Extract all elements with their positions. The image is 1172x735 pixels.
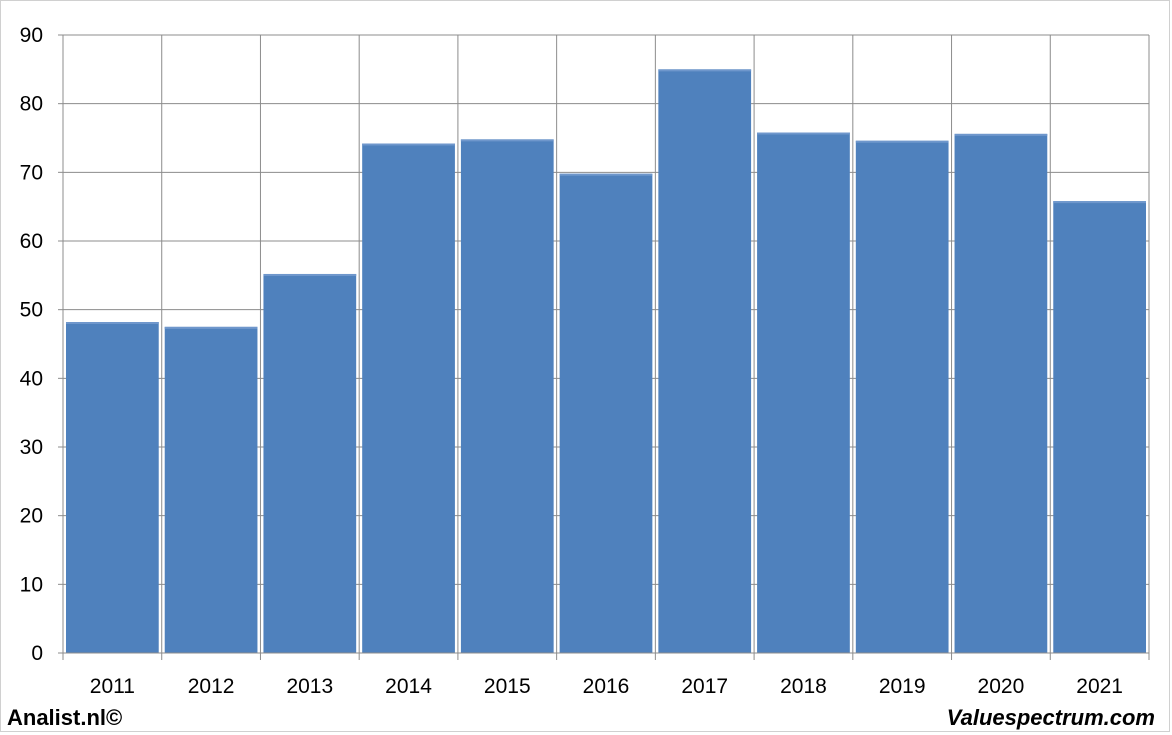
- y-tick-label: 80: [20, 93, 43, 116]
- x-tick-label: 2012: [188, 675, 235, 698]
- source-credit-valuespectrum: Valuespectrum.com: [946, 705, 1155, 730]
- x-tick-label: 2013: [286, 675, 333, 698]
- y-tick-label: 10: [20, 573, 43, 596]
- axes: [58, 34, 1150, 660]
- bar-2016: [559, 173, 653, 653]
- bar-2021: [1053, 201, 1146, 653]
- x-tick-label: 2016: [583, 675, 630, 698]
- bar-2020: [954, 133, 1048, 653]
- y-tick-label: 40: [20, 367, 43, 390]
- bar-2019: [855, 140, 949, 653]
- bar-2011: [66, 322, 159, 653]
- source-credit-analist: Analist.nl©: [7, 705, 123, 730]
- bar-2018: [757, 132, 850, 654]
- bar-2015: [460, 139, 554, 653]
- x-tick-labels: 2011 2012 2013 2014 2015 2016 2017 2018 2019 2020…: [90, 675, 1123, 698]
- bars: [66, 69, 1146, 654]
- x-tick-label: 2019: [879, 675, 926, 698]
- x-tick-label: 2014: [385, 675, 432, 698]
- x-tick-label: 2011: [90, 675, 135, 698]
- bar-2013: [263, 273, 357, 653]
- x-tick-label: 2017: [681, 675, 728, 698]
- y-tick-label: 50: [20, 299, 43, 322]
- x-tick-label: 2021: [1076, 675, 1123, 698]
- bar-2014: [362, 143, 455, 653]
- y-tick-label: 30: [20, 436, 43, 459]
- y-tick-label: 0: [31, 642, 43, 665]
- x-tick-label: 2015: [484, 675, 531, 698]
- y-tick-label: 70: [20, 161, 43, 184]
- bar-2017: [658, 69, 752, 654]
- y-tick-label: 90: [20, 24, 43, 47]
- y-tick-labels: 0 10 20 30 40 50 60 70 80 90: [20, 24, 43, 665]
- y-tick-label: 60: [20, 230, 43, 253]
- bar-2012: [164, 326, 258, 653]
- x-tick-label: 2020: [978, 675, 1025, 698]
- y-tick-label: 20: [20, 505, 43, 528]
- x-tick-label: 2018: [780, 675, 827, 698]
